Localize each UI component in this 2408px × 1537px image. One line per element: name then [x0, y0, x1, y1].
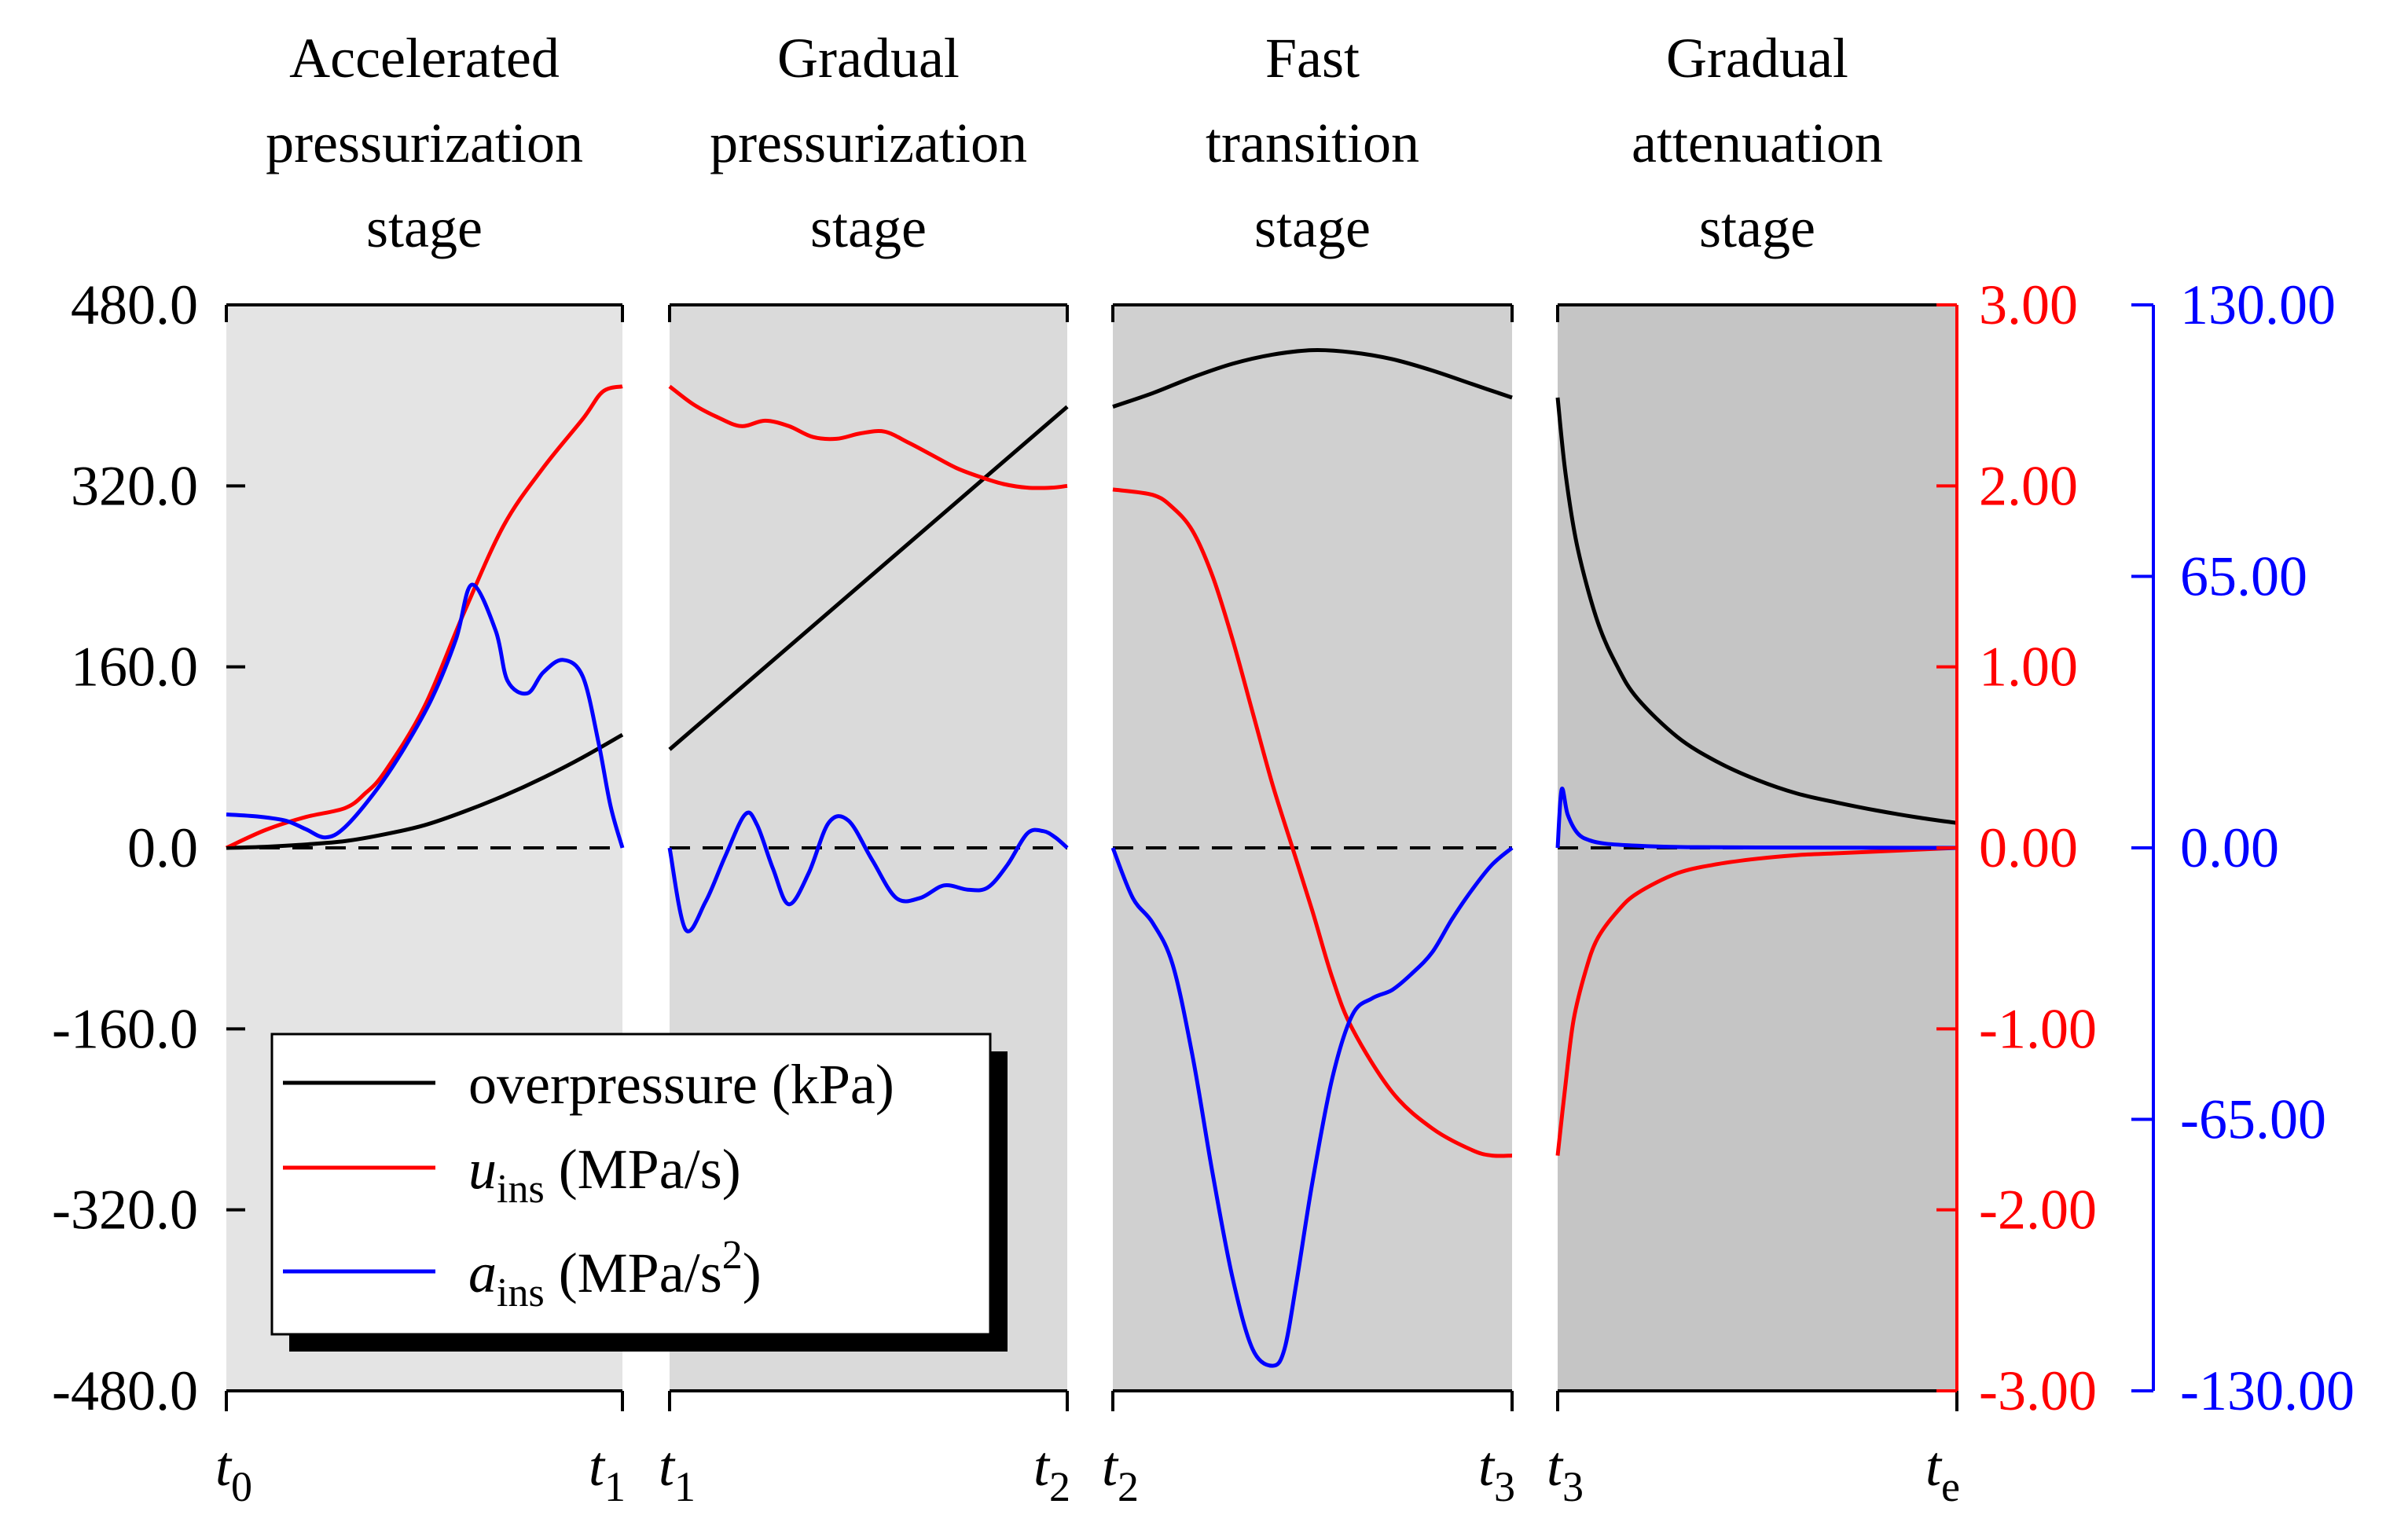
y-right-u-tick-label: 3.00	[1979, 273, 2078, 336]
y-right-u-tick-label: 1.00	[1979, 636, 2078, 699]
a_ins-line	[1110, 846, 1514, 1368]
y-right-a-tick-label: -65.00	[2180, 1088, 2326, 1151]
stage-title-line: Accelerated	[289, 27, 560, 90]
stage-title-line: Gradual	[1666, 27, 1848, 90]
stage-title-line: attenuation	[1632, 112, 1883, 174]
y-right-u-tick-label: -3.00	[1979, 1359, 2097, 1422]
y-right-a-tick-label: 130.00	[2180, 273, 2336, 336]
stage-title-line: Fast	[1265, 27, 1360, 90]
u_ins-line	[1555, 846, 1958, 1156]
u_ins-line	[1112, 487, 1513, 1158]
stage-title-line: pressurization	[266, 112, 583, 174]
x-label-start: t1	[659, 1435, 696, 1510]
panel-3: Fast transition stage t2 t3	[1102, 27, 1515, 1510]
stage-title-line: stage	[366, 196, 483, 259]
stage-title-line: stage	[810, 196, 927, 259]
x-label-end: t2	[1033, 1435, 1070, 1510]
overpressure-line	[1112, 347, 1513, 409]
legend-item-a_ins: ains (MPa/s2)	[283, 1233, 762, 1315]
y-left-tick-label: 480.0	[71, 273, 198, 336]
stage-title-line: stage	[1699, 196, 1815, 259]
overpressure-line	[1555, 397, 1958, 825]
a_ins-line	[1555, 787, 1958, 850]
y-right-a-tick-label: 0.00	[2180, 816, 2279, 879]
u_ins-line	[668, 384, 1068, 490]
y-left-tick-label: -480.0	[52, 1359, 198, 1422]
stage-title-line: stage	[1254, 196, 1371, 259]
stage-title-line: pressurization	[710, 112, 1027, 174]
stage-title-line: transition	[1206, 112, 1419, 174]
legend-item-u_ins: uins (MPa/s)	[283, 1138, 741, 1212]
axes-layer: 480.0 320.0 160.0 0.0 -160.0 -320.0 -480.0 3.00…	[52, 273, 2355, 1422]
y-left-tick-label: 0.0	[127, 816, 198, 879]
legend-label: overpressure (kPa)	[468, 1053, 894, 1116]
y-left-tick-label: -320.0	[52, 1179, 198, 1242]
panel-4: Gradual attenuation stage t3 te	[1547, 27, 1960, 1510]
overpressure-line	[226, 732, 624, 850]
y-right-u-tick-label: 2.00	[1979, 454, 2078, 517]
x-label-end: t3	[1478, 1435, 1515, 1510]
x-label-start: t3	[1547, 1435, 1584, 1510]
y-axis-right-u: 3.00 2.00 1.00 0.00 -1.00 -2.00 -3.00	[1936, 273, 2097, 1422]
y-right-u-tick-label: -1.00	[1979, 997, 2097, 1060]
legend-item-overpressure: overpressure (kPa)	[283, 1053, 894, 1116]
a_ins-line	[667, 810, 1069, 934]
stage-title-line: Gradual	[777, 27, 960, 90]
y-left-tick-label: -160.0	[52, 997, 198, 1060]
y-right-a-tick-label: -130.00	[2180, 1359, 2355, 1422]
panels-layer: Accelerated pressurization stage t0 t1 Gradua…	[215, 27, 1960, 1510]
x-label-start: t2	[1102, 1435, 1139, 1510]
y-axis-right-a: 130.00 65.00 0.00 -65.00 -130.00	[2131, 273, 2355, 1422]
legend-label: ains (MPa/s2)	[468, 1233, 762, 1315]
y-axis-left: 480.0 320.0 160.0 0.0 -160.0 -320.0 -480.0	[52, 273, 245, 1422]
overpressure-line	[668, 405, 1069, 751]
x-label-end: t1	[589, 1435, 626, 1510]
x-label-end: te	[1925, 1435, 1960, 1510]
u_ins-line	[225, 384, 623, 850]
legend: overpressure (kPa) uins (MPa/s) ains (MPa/…	[270, 1033, 1008, 1352]
legend-label: uins (MPa/s)	[468, 1138, 741, 1212]
y-left-tick-label: 160.0	[71, 636, 198, 699]
y-right-u-tick-label: -2.00	[1979, 1179, 2097, 1242]
y-left-tick-label: 320.0	[71, 454, 198, 517]
a_ins-line	[226, 582, 625, 849]
y-right-u-tick-label: 0.00	[1979, 816, 2078, 879]
x-label-start: t0	[215, 1435, 252, 1510]
y-right-a-tick-label: 65.00	[2180, 545, 2307, 608]
